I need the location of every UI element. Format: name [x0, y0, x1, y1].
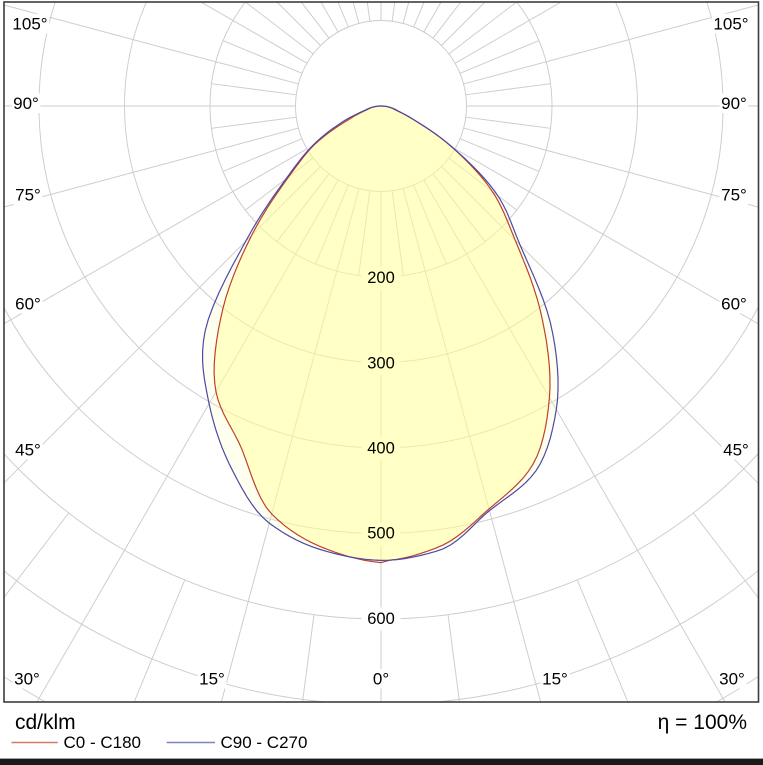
svg-text:0°: 0°: [373, 670, 389, 689]
svg-text:15°: 15°: [542, 670, 568, 689]
svg-text:30°: 30°: [14, 670, 40, 689]
svg-text:300: 300: [367, 355, 395, 373]
svg-text:90°: 90°: [13, 94, 39, 113]
svg-text:45°: 45°: [15, 441, 41, 460]
svg-text:30°: 30°: [719, 670, 745, 689]
svg-text:400: 400: [367, 440, 395, 458]
svg-text:500: 500: [367, 525, 395, 543]
svg-text:C0 - C180: C0 - C180: [64, 733, 141, 752]
svg-text:75°: 75°: [721, 186, 747, 205]
svg-text:105°: 105°: [713, 15, 748, 34]
svg-text:105°: 105°: [12, 15, 47, 34]
svg-text:90°: 90°: [721, 94, 747, 113]
svg-text:60°: 60°: [721, 295, 747, 314]
svg-text:η = 100%: η = 100%: [658, 711, 747, 734]
svg-text:600: 600: [367, 610, 395, 628]
svg-text:cd/klm: cd/klm: [15, 711, 76, 734]
svg-text:200: 200: [367, 269, 395, 287]
svg-text:75°: 75°: [15, 186, 41, 205]
svg-text:15°: 15°: [199, 670, 225, 689]
svg-text:C90 - C270: C90 - C270: [221, 733, 308, 752]
svg-text:45°: 45°: [723, 441, 749, 460]
svg-text:60°: 60°: [15, 295, 41, 314]
